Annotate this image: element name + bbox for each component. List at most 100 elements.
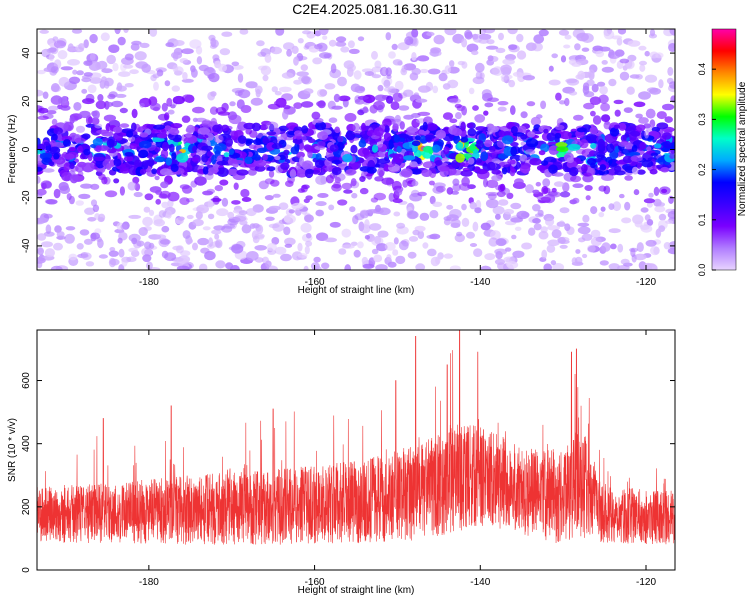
spectrogram-cell xyxy=(461,217,470,227)
spectrogram-cell xyxy=(124,53,134,61)
spectrogram-cell xyxy=(173,40,185,46)
spectrogram-cell xyxy=(426,31,435,37)
spectrogram-cell xyxy=(169,143,175,153)
spectrogram-cell xyxy=(317,193,329,198)
spectrogram-cell xyxy=(359,187,369,195)
spectrogram-cell xyxy=(92,110,100,119)
spectrogram-cell xyxy=(621,217,632,224)
spectrogram-cell xyxy=(618,141,629,147)
spectrogram-cell xyxy=(176,153,189,163)
spectrogram-cell xyxy=(141,247,153,257)
spectrogram-cell xyxy=(576,32,589,42)
spectrogram-cell xyxy=(80,183,93,189)
spectrogram-cell xyxy=(461,203,467,211)
spectrogram-cell xyxy=(598,46,611,52)
spectrogram-cell xyxy=(475,126,487,131)
spectrogram-cell xyxy=(304,245,310,255)
spectrogram-cell xyxy=(337,199,348,206)
spectrogram-cell xyxy=(576,127,587,133)
spectrogram-cell xyxy=(357,36,365,42)
x-tick-label: -120 xyxy=(636,277,656,288)
spectrogram-cell xyxy=(548,164,558,174)
spectrogram-cell xyxy=(124,83,134,88)
spectrogram-cell xyxy=(416,157,422,165)
spectrogram-cell xyxy=(213,225,226,231)
spectrogram-cell xyxy=(396,222,406,229)
spectrogram-cell xyxy=(601,66,614,73)
spectrogram-cell xyxy=(439,166,450,172)
spectrogram-cell xyxy=(43,213,53,219)
spectrogram-cell xyxy=(231,244,244,254)
spectrogram-cell xyxy=(53,242,63,251)
spectrogram-cell xyxy=(161,225,170,233)
spectrogram-cell xyxy=(264,195,274,201)
spectrogram-cell xyxy=(181,185,193,194)
spectrogram-cell xyxy=(618,122,627,131)
colorbar-tick-label: 0.1 xyxy=(697,214,707,227)
spectrogram-cell xyxy=(160,181,169,189)
spectrogram-cell xyxy=(648,192,654,198)
spectrogram-cell xyxy=(84,207,96,215)
spectrogram-cell xyxy=(65,226,76,231)
y-tick-label: 20 xyxy=(21,95,32,107)
spectrogram-cell xyxy=(331,159,343,165)
spectrogram-cell xyxy=(429,195,436,205)
spectrogram-cell xyxy=(199,263,208,270)
spectrogram-cell xyxy=(443,146,450,155)
spectrogram-cell xyxy=(146,261,153,270)
spectrogram-cell xyxy=(341,228,352,238)
spectrogram-cell xyxy=(543,128,549,134)
spectrogram-cell xyxy=(262,74,269,82)
spectrogram-cell xyxy=(655,52,664,59)
spectrogram-cell xyxy=(383,87,392,92)
spectrogram-cell xyxy=(48,53,55,62)
spectrogram-cell xyxy=(192,242,198,251)
spectrogram-cell xyxy=(350,241,358,246)
spectrogram-cell xyxy=(39,29,49,34)
spectrogram-cell xyxy=(266,166,276,172)
spectrogram-cell xyxy=(536,114,543,119)
spectrogram-cell xyxy=(657,156,667,165)
spectrogram-cell xyxy=(266,242,277,252)
spectrogram-cell xyxy=(205,132,214,141)
spectrogram-cell xyxy=(385,32,392,41)
spectrogram-cell xyxy=(101,68,113,74)
spectrogram-cell xyxy=(485,45,499,50)
spectrogram-cell xyxy=(167,109,175,115)
spectrogram-cell xyxy=(422,161,436,169)
spectrogram-cell xyxy=(63,153,75,160)
spectrogram-cell xyxy=(246,251,259,261)
snr-background xyxy=(37,330,675,570)
spectrogram-cell xyxy=(464,29,473,39)
spectrogram-cell xyxy=(376,243,388,252)
spectrogram-cell xyxy=(350,178,357,187)
spectrogram-cell xyxy=(87,217,97,222)
spectrogram-cell xyxy=(442,112,454,120)
spectrogram-cell xyxy=(600,102,610,112)
spectrogram-cell xyxy=(305,240,313,247)
snr-panel: -180 -160 -140 -120 0 200 400 600 Height of st… xyxy=(7,329,676,596)
spectrogram-cell xyxy=(256,40,265,47)
spectrogram-cell xyxy=(452,127,462,137)
spectrogram-cell xyxy=(102,158,114,169)
spectrogram-panel: -180 -160 -140 -120 -40 -20 0 20 40 Height of s… xyxy=(7,28,676,296)
x-tick-label: -180 xyxy=(139,277,159,288)
spectrogram-cell xyxy=(280,162,290,170)
spectrogram-cell xyxy=(433,34,445,45)
spectrogram-cell xyxy=(51,83,60,92)
spectrogram-cell xyxy=(459,182,471,191)
colorbar-gradient xyxy=(711,28,737,271)
spectrogram-cell xyxy=(460,137,469,143)
spectrogram-cell xyxy=(510,146,518,157)
spectrogram-cell xyxy=(559,191,571,198)
spectrogram-cell xyxy=(648,33,658,39)
spectrogram-cell xyxy=(51,118,58,126)
spectrogram-cell xyxy=(76,70,84,76)
spectrogram-cell xyxy=(392,59,403,66)
spectrogram-cell xyxy=(119,123,130,128)
spectrogram-cell xyxy=(405,131,416,136)
spectrogram-cell xyxy=(95,100,107,110)
spectrogram-cell xyxy=(214,134,224,144)
spectrogram-cell xyxy=(611,35,623,40)
spectrogram-cell xyxy=(201,145,213,151)
